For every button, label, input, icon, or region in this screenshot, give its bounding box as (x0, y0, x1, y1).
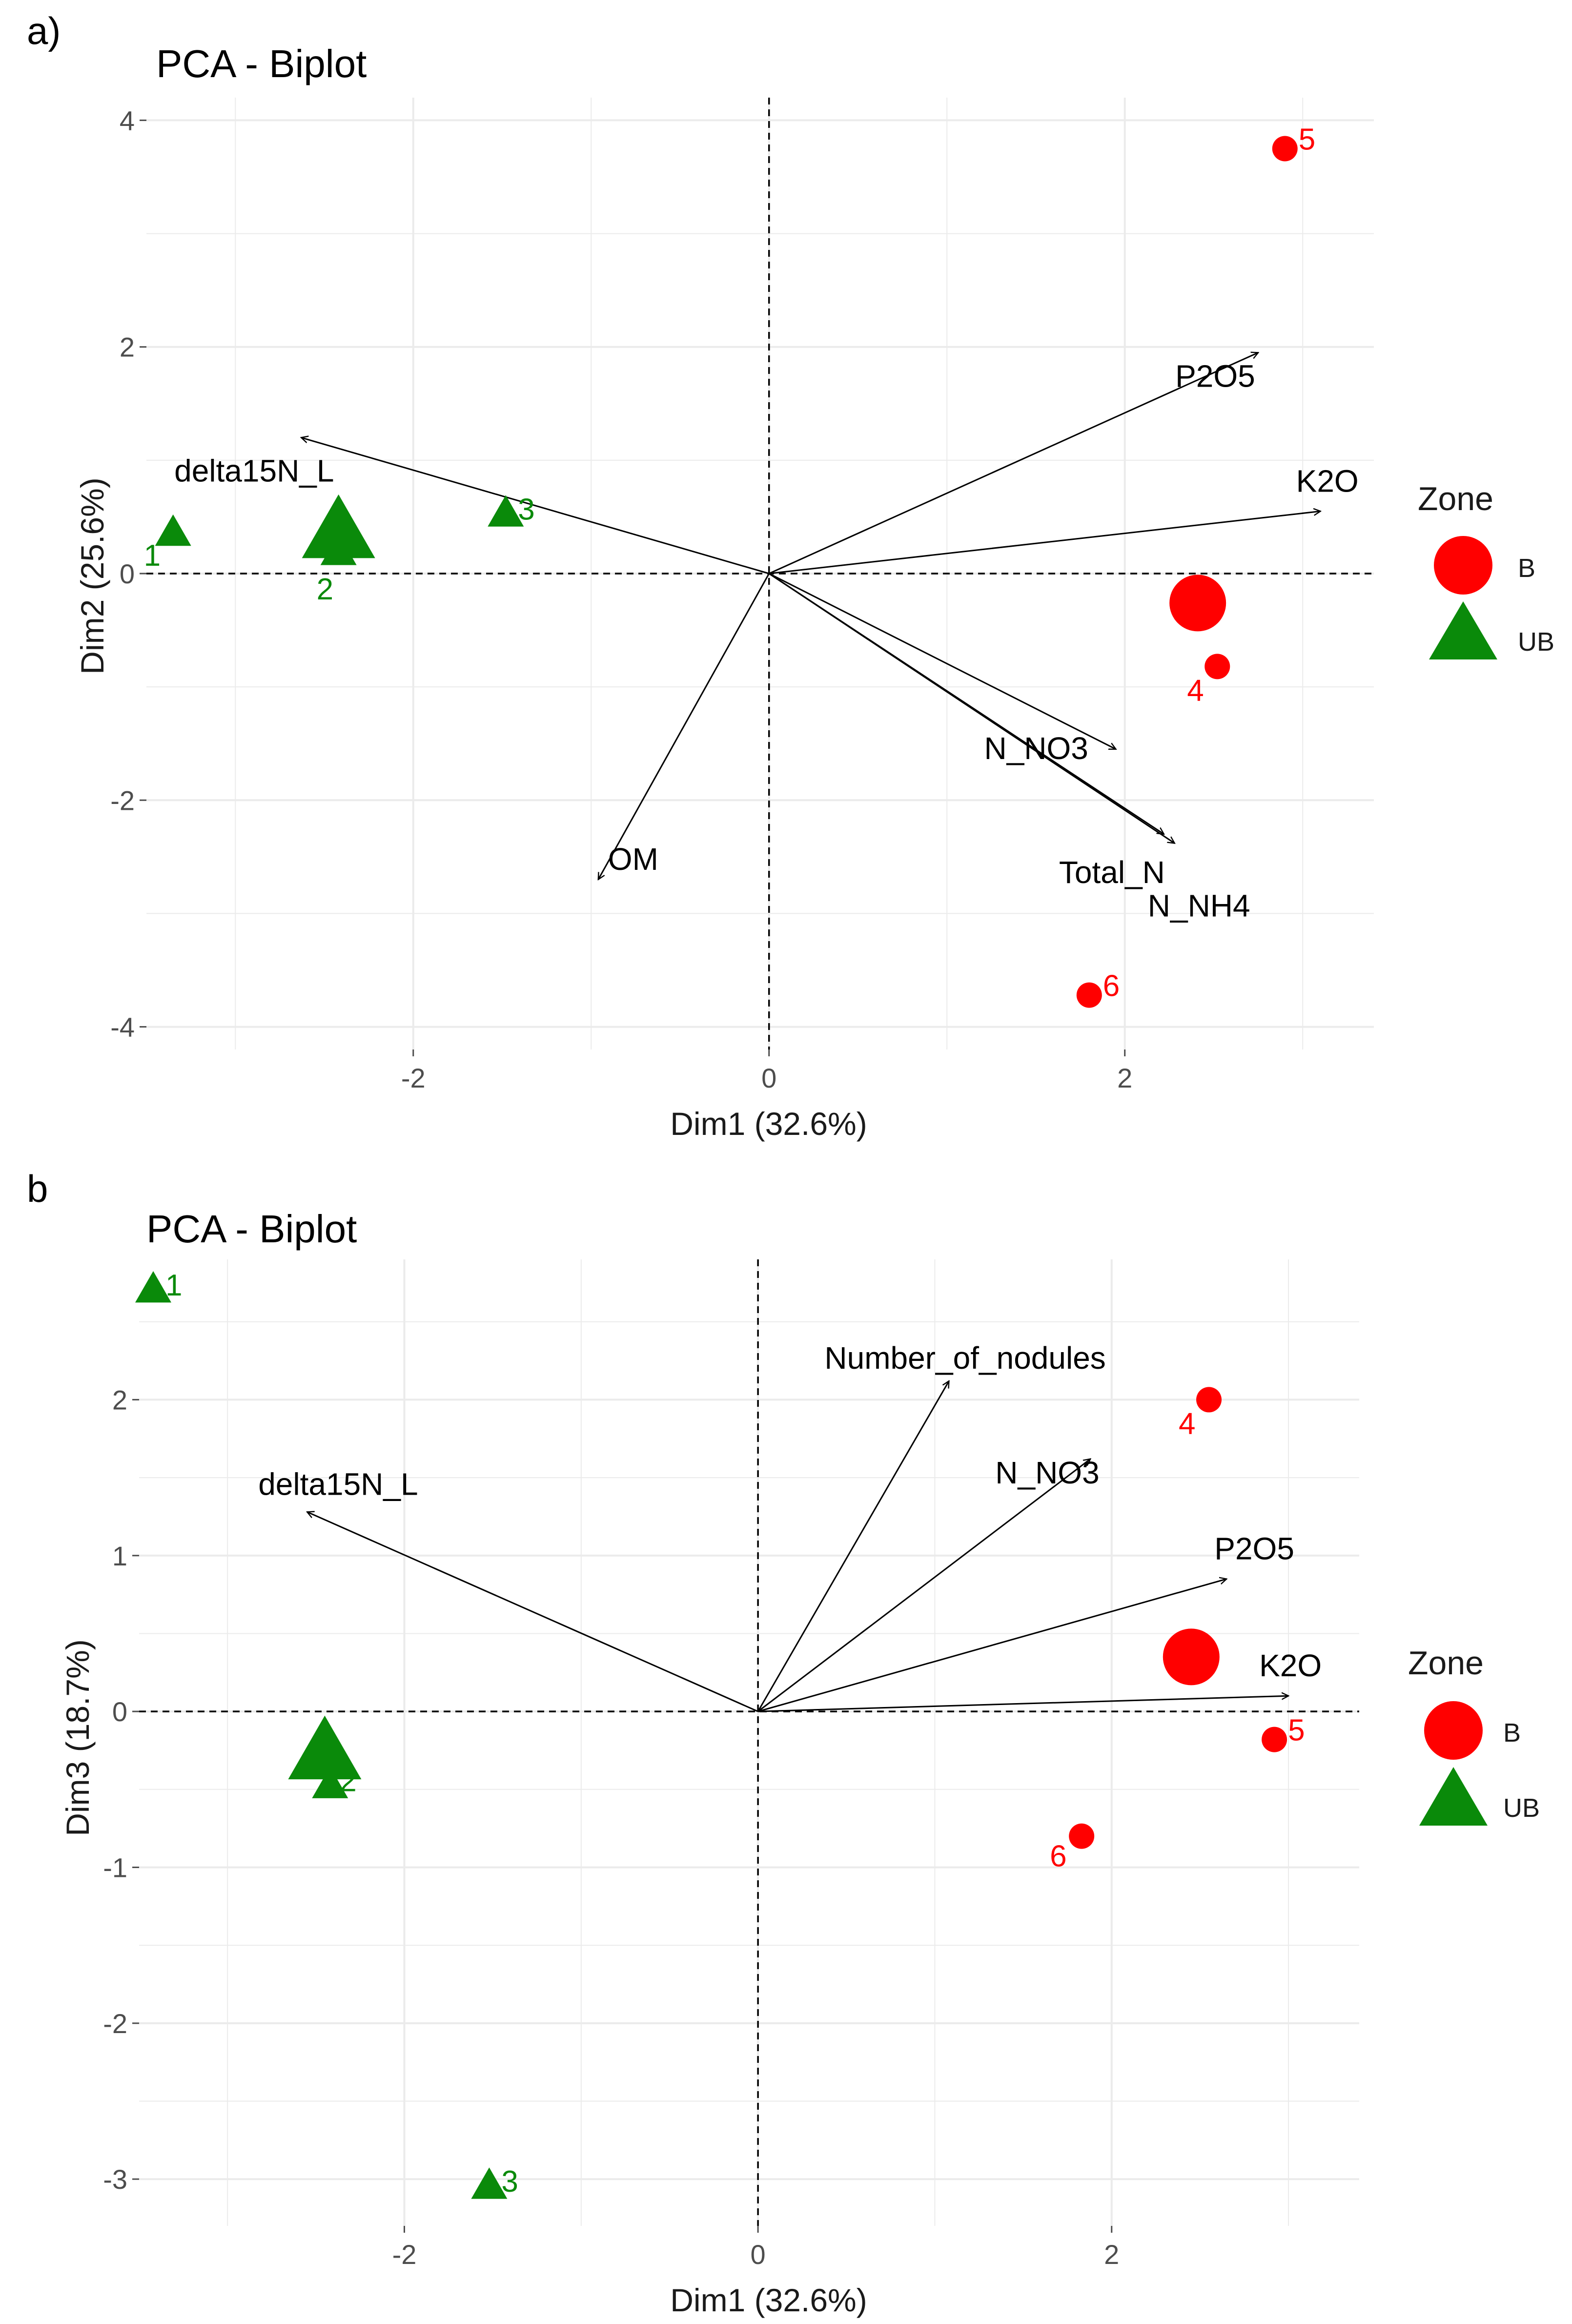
arrow-label: P2O5 (1175, 358, 1255, 393)
y-tick-label: 0 (120, 558, 135, 589)
loading-arrow (758, 1696, 1288, 1712)
point-label: 6 (1103, 969, 1120, 1003)
legend-label-b: B (1518, 554, 1535, 583)
legend-label-ub: UB (1518, 627, 1554, 657)
point-marker-b (1069, 1823, 1095, 1849)
point-label: 3 (518, 493, 534, 526)
loading-arrow (768, 573, 1175, 843)
point-label: 2 (340, 1764, 356, 1798)
centroid-marker-b (1163, 1628, 1220, 1686)
legend-label-ub: UB (1503, 1793, 1540, 1823)
legend-key-ub (1429, 601, 1497, 659)
chart-title: PCA - Biplot (146, 1207, 357, 1251)
arrow-label: N_NO3 (995, 1455, 1099, 1490)
point-label: 5 (1288, 1714, 1305, 1748)
y-tick-label: 4 (120, 105, 135, 136)
arrow-label: delta15N_L (258, 1466, 418, 1501)
point-label: 1 (144, 539, 161, 573)
loading-arrow (757, 1579, 1226, 1712)
legend-key-ub (1419, 1767, 1488, 1826)
y-tick-label: -3 (103, 2164, 127, 2195)
loading-arrow (769, 511, 1321, 575)
legend-title: Zone (1408, 1645, 1484, 1682)
arrow-label: Total_N (1059, 855, 1165, 890)
y-tick-label: 2 (120, 332, 135, 363)
y-tick-label: -2 (110, 785, 135, 816)
y-axis-label: Dim2 (25.6%) (74, 477, 110, 674)
centroid-marker-ub (302, 494, 375, 558)
point-marker-b (1076, 982, 1102, 1008)
x-tick-label: -2 (401, 1063, 426, 1093)
panel-label: a) (27, 9, 61, 52)
y-tick-label: -1 (103, 1852, 127, 1883)
point-marker-ub (155, 514, 191, 546)
loading-arrow (757, 1381, 949, 1712)
point-marker-b (1262, 1727, 1287, 1752)
y-tick-label: -2 (103, 2008, 127, 2039)
loading-arrow (301, 437, 770, 575)
arrow-label: Number_of_nodules (824, 1340, 1105, 1376)
point-label: 1 (165, 1269, 182, 1302)
centroid-marker-ub (288, 1715, 362, 1780)
point-marker-ub (312, 1767, 348, 1798)
x-tick-label: -2 (392, 2239, 417, 2270)
y-tick-label: 2 (112, 1384, 127, 1415)
point-label: 3 (501, 2165, 518, 2199)
point-marker-ub (135, 1271, 171, 1303)
point-marker-ub (488, 495, 524, 527)
y-tick-label: 1 (112, 1541, 127, 1571)
arrow-label: K2O (1259, 1648, 1322, 1683)
point-marker-b (1205, 654, 1230, 679)
y-tick-label: 0 (112, 1696, 127, 1727)
loading-arrow (307, 1512, 758, 1712)
legend-label-b: B (1503, 1718, 1521, 1748)
centroid-marker-b (1169, 575, 1226, 632)
arrow-label: N_NO3 (984, 731, 1088, 766)
arrow-label: P2O5 (1214, 1531, 1294, 1566)
loading-arrow (597, 573, 770, 880)
point-marker-ub (320, 534, 357, 565)
arrow-label: N_NH4 (1148, 888, 1250, 924)
chart-title: PCA - Biplot (156, 42, 367, 85)
point-label: 5 (1299, 123, 1315, 156)
y-axis-label: Dim3 (18.7%) (60, 1639, 96, 1836)
legend-key-b (1424, 1701, 1483, 1760)
arrow-label: OM (608, 842, 658, 877)
loading-arrow (769, 573, 1116, 750)
arrow-label: delta15N_L (174, 453, 334, 488)
point-marker-b (1196, 1387, 1222, 1413)
point-label: 2 (317, 573, 333, 606)
point-label: 4 (1179, 1407, 1195, 1440)
point-marker-b (1272, 136, 1298, 162)
x-tick-label: 0 (751, 2239, 766, 2270)
arrow-label: K2O (1296, 463, 1359, 498)
panel-label: b (27, 1167, 48, 1210)
x-tick-label: 2 (1104, 2239, 1119, 2270)
legend: Zone B UB (1408, 1645, 1540, 1826)
legend: Zone B UB (1418, 480, 1554, 659)
legend-key-b (1434, 536, 1492, 595)
point-label: 6 (1050, 1840, 1066, 1873)
x-axis-label: Dim1 (32.6%) (670, 2282, 867, 2318)
point-label: 4 (1187, 674, 1204, 707)
x-axis-label: Dim1 (32.6%) (670, 1106, 867, 1142)
panel-b: b PCA - Biplot Number_of_nodules N_NO3 P2O… (27, 1167, 1540, 2318)
legend-title: Zone (1418, 480, 1493, 517)
x-tick-label: 2 (1117, 1063, 1132, 1093)
y-tick-label: -4 (110, 1012, 135, 1043)
loading-arrow (769, 352, 1258, 575)
x-tick-label: 0 (761, 1063, 776, 1093)
point-marker-ub (471, 2167, 508, 2199)
loading-arrow (757, 1459, 1090, 1712)
panel-a: a) PCA - Biplot P2O5 K2O delta15N_L N_NO3 To… (27, 9, 1554, 1142)
